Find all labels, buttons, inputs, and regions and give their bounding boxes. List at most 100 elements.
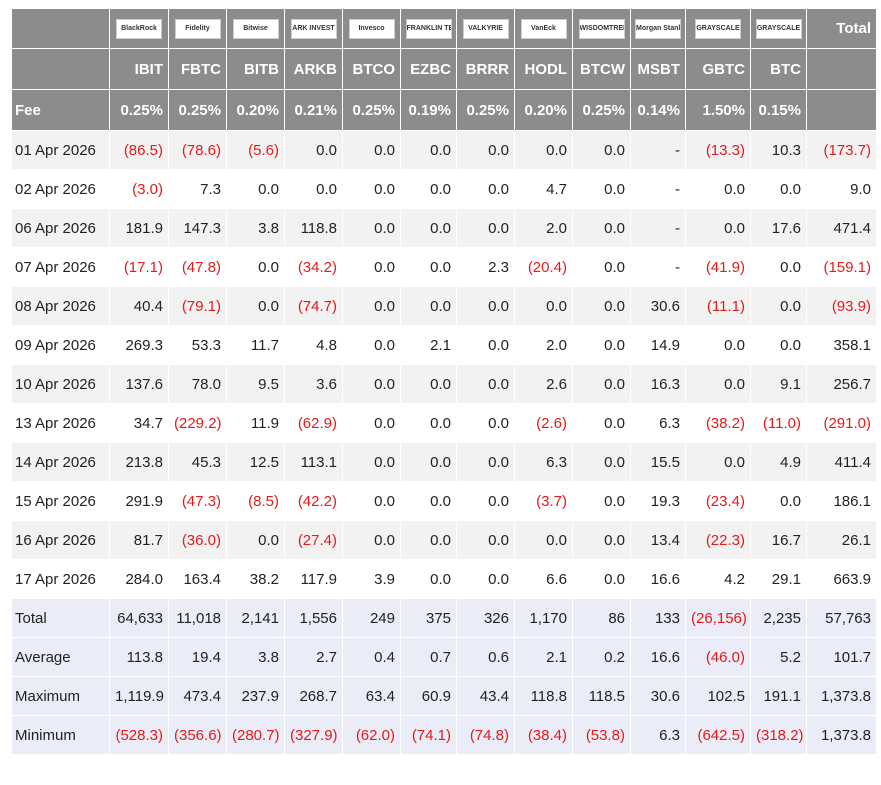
flow-value: 0.0	[342, 286, 401, 326]
date-row: 09 Apr 2026 269.3 53.3 11.7 4.8 0.0 2.1 0.0 2.0 0…	[11, 325, 877, 365]
flow-value: 4.2	[685, 559, 751, 599]
flow-value: -	[630, 208, 686, 248]
flow-value: 118.8	[284, 208, 343, 248]
flow-value: (528.3)	[109, 715, 169, 755]
flow-value: 0.0	[226, 247, 285, 287]
flow-value: 19.3	[630, 481, 686, 521]
flow-value: 2.7	[284, 637, 343, 677]
flow-value: 237.9	[226, 676, 285, 716]
flow-value: 16.3	[630, 364, 686, 404]
flow-value: 0.0	[572, 208, 631, 248]
corner-cell	[11, 8, 110, 49]
flow-value: 0.0	[456, 559, 515, 599]
flows-table: BlackRock Fidelity Bitwise ARK INVEST Invesc…	[11, 8, 877, 755]
flow-value: 0.0	[342, 247, 401, 287]
flow-value: 0.0	[226, 169, 285, 209]
flow-value: 3.6	[284, 364, 343, 404]
flow-value: 291.9	[109, 481, 169, 521]
flow-value: 0.0	[750, 325, 807, 365]
fee: 1.50%	[685, 89, 751, 131]
flow-value: 19.4	[168, 637, 227, 677]
row-label: Total	[11, 598, 110, 638]
flow-value: 9.5	[226, 364, 285, 404]
flow-value: (26,156)	[685, 598, 751, 638]
date-row: 16 Apr 2026 81.7 (36.0) 0.0 (27.4) 0.0 0.0 0.0 0…	[11, 520, 877, 560]
flow-value: 16.6	[630, 637, 686, 677]
flow-value: 0.0	[456, 325, 515, 365]
flow-value: 2.3	[456, 247, 515, 287]
flow-value: (36.0)	[168, 520, 227, 560]
flow-value: 53.3	[168, 325, 227, 365]
flow-value: 12.5	[226, 442, 285, 482]
flow-value: 0.0	[572, 247, 631, 287]
logo-cell: GRAYSCALE	[685, 8, 751, 49]
flow-value: 9.0	[806, 169, 877, 209]
flow-value: 4.7	[514, 169, 573, 209]
logo-cell: Fidelity	[168, 8, 227, 49]
flow-value: 0.0	[342, 169, 401, 209]
flow-value: 6.3	[630, 403, 686, 443]
flow-value: 2.0	[514, 325, 573, 365]
flow-value: 81.7	[109, 520, 169, 560]
row-label: 06 Apr 2026	[11, 208, 110, 248]
flow-value: 163.4	[168, 559, 227, 599]
flow-value: 213.8	[109, 442, 169, 482]
flow-value: (173.7)	[806, 130, 877, 170]
row-label: Average	[11, 637, 110, 677]
ticker: FBTC	[168, 48, 227, 90]
flow-value: 0.0	[572, 286, 631, 326]
flow-value: 3.8	[226, 208, 285, 248]
flow-value: 2.6	[514, 364, 573, 404]
flow-value: 16.7	[750, 520, 807, 560]
flow-value: 0.0	[456, 481, 515, 521]
date-row: 07 Apr 2026 (17.1) (47.8) 0.0 (34.2) 0.0 0.0 2.…	[11, 247, 877, 287]
flow-value: (27.4)	[284, 520, 343, 560]
date-row: 08 Apr 2026 40.4 (79.1) 0.0 (74.7) 0.0 0.0 0.0 0…	[11, 286, 877, 326]
row-label: 10 Apr 2026	[11, 364, 110, 404]
flow-value: 0.0	[456, 364, 515, 404]
logo-cell: VALKYRIE	[456, 8, 515, 49]
flow-value: (22.3)	[685, 520, 751, 560]
flow-value: 0.0	[400, 364, 457, 404]
flow-value: 0.0	[572, 481, 631, 521]
flow-value: 0.0	[456, 169, 515, 209]
flow-value: 0.0	[750, 247, 807, 287]
flow-value: 118.5	[572, 676, 631, 716]
date-row: 14 Apr 2026 213.8 45.3 12.5 113.1 0.0 0.0 0.0 6.…	[11, 442, 877, 482]
flow-value: 256.7	[806, 364, 877, 404]
ticker: MSBT	[630, 48, 686, 90]
issuer-logo: WISDOMTREE	[578, 18, 625, 39]
ticker: EZBC	[400, 48, 457, 90]
flow-value: 358.1	[806, 325, 877, 365]
fee: 0.25%	[109, 89, 169, 131]
flow-value: (159.1)	[806, 247, 877, 287]
flow-value: 64,633	[109, 598, 169, 638]
issuer-logo: GRAYSCALE	[695, 18, 741, 39]
flow-value: 30.6	[630, 676, 686, 716]
flow-value: 11.7	[226, 325, 285, 365]
ticker: BTCO	[342, 48, 401, 90]
flow-value: 0.0	[572, 559, 631, 599]
fee: 0.25%	[572, 89, 631, 131]
flow-value: 137.6	[109, 364, 169, 404]
ticker: BTCW	[572, 48, 631, 90]
date-row: 01 Apr 2026 (86.5) (78.6) (5.6) 0.0 0.0 0.0 0.0…	[11, 130, 877, 170]
flow-value: 43.4	[456, 676, 515, 716]
flow-value: 0.0	[572, 520, 631, 560]
flow-value: 0.0	[685, 325, 751, 365]
flow-value: (74.7)	[284, 286, 343, 326]
issuer-logo: GRAYSCALE	[755, 18, 802, 39]
issuer-logo: Bitwise	[232, 18, 279, 39]
date-row: 06 Apr 2026 181.9 147.3 3.8 118.8 0.0 0.0 0.0 2.…	[11, 208, 877, 248]
flow-value: 1,373.8	[806, 715, 877, 755]
flow-value: 63.4	[342, 676, 401, 716]
fee: 0.20%	[226, 89, 285, 131]
flow-value: (3.0)	[109, 169, 169, 209]
flow-value: 57,763	[806, 598, 877, 638]
blank-cell	[806, 48, 877, 90]
flow-value: 181.9	[109, 208, 169, 248]
ticker: IBIT	[109, 48, 169, 90]
flow-value: (38.4)	[514, 715, 573, 755]
flow-value: 0.0	[342, 403, 401, 443]
flow-value: 6.3	[630, 715, 686, 755]
